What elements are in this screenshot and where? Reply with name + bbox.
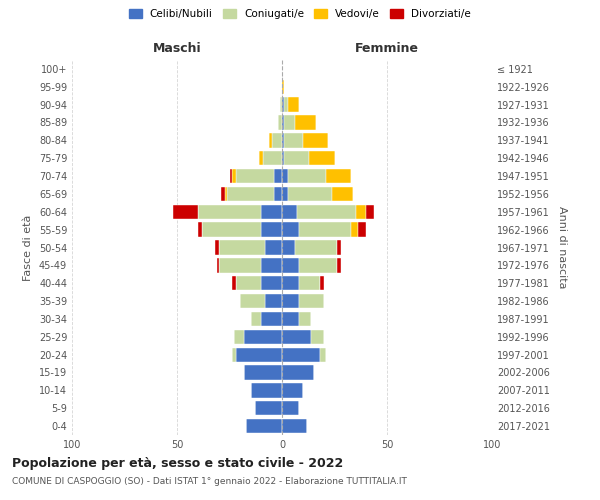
Bar (269, 133, 271, 148)
Bar (240, 294, 265, 308)
Bar (198, 222, 202, 237)
Bar (215, 240, 219, 254)
Bar (282, 204, 296, 219)
Bar (202, 222, 261, 237)
Legend: Celibi/Nubili, Coniugati/e, Vedovi/e, Divorziati/e: Celibi/Nubili, Coniugati/e, Vedovi/e, Di… (125, 5, 475, 24)
Text: Maschi: Maschi (152, 42, 202, 54)
Bar (282, 169, 289, 183)
Bar (337, 240, 341, 254)
Bar (282, 366, 314, 380)
Bar (282, 116, 284, 130)
Bar (282, 151, 284, 166)
Bar (355, 204, 366, 219)
Text: Popolazione per età, sesso e stato civile - 2022: Popolazione per età, sesso e stato civil… (12, 458, 343, 470)
Bar (299, 312, 311, 326)
Bar (244, 330, 282, 344)
Bar (234, 330, 244, 344)
Bar (232, 348, 236, 362)
Bar (227, 187, 274, 201)
Bar (295, 116, 316, 130)
Bar (320, 348, 326, 362)
Bar (217, 258, 219, 272)
Bar (244, 366, 282, 380)
Bar (311, 330, 324, 344)
Bar (289, 187, 332, 201)
Y-axis label: Anni di nascita: Anni di nascita (557, 206, 566, 289)
Bar (284, 133, 303, 148)
Bar (198, 204, 261, 219)
Bar (295, 240, 337, 254)
Bar (221, 187, 226, 201)
Bar (259, 151, 263, 166)
Bar (310, 151, 335, 166)
Bar (261, 258, 282, 272)
Bar (282, 312, 299, 326)
Bar (282, 98, 284, 112)
Bar (337, 258, 341, 272)
Bar (282, 348, 320, 362)
Bar (282, 258, 299, 272)
Bar (299, 276, 320, 290)
Bar (251, 312, 261, 326)
Bar (282, 383, 303, 398)
Bar (280, 98, 282, 112)
Bar (271, 133, 282, 148)
Bar (274, 169, 282, 183)
Text: Femmine: Femmine (355, 42, 419, 54)
Bar (236, 276, 261, 290)
Bar (299, 222, 352, 237)
Bar (282, 133, 284, 148)
Bar (303, 133, 328, 148)
Bar (299, 258, 337, 272)
Bar (284, 151, 310, 166)
Text: COMUNE DI CASPOGGIO (SO) - Dati ISTAT 1° gennaio 2022 - Elaborazione TUTTITALIA.: COMUNE DI CASPOGGIO (SO) - Dati ISTAT 1°… (12, 478, 407, 486)
Bar (219, 240, 265, 254)
Bar (265, 294, 282, 308)
Bar (261, 276, 282, 290)
Bar (261, 204, 282, 219)
Bar (219, 258, 261, 272)
Bar (296, 204, 355, 219)
Bar (236, 169, 274, 183)
Bar (226, 187, 227, 201)
Bar (282, 294, 299, 308)
Bar (282, 401, 299, 415)
Bar (282, 330, 311, 344)
Bar (236, 348, 282, 362)
Bar (274, 187, 282, 201)
Bar (282, 187, 289, 201)
Bar (358, 222, 366, 237)
Bar (284, 98, 289, 112)
Bar (351, 222, 358, 237)
Bar (173, 204, 198, 219)
Bar (232, 276, 236, 290)
Bar (232, 169, 236, 183)
Bar (282, 222, 299, 237)
Bar (284, 116, 295, 130)
Bar (289, 98, 299, 112)
Bar (299, 294, 324, 308)
Bar (254, 401, 282, 415)
Bar (366, 204, 374, 219)
Bar (282, 419, 307, 433)
Bar (247, 419, 282, 433)
Bar (263, 151, 282, 166)
Bar (332, 187, 353, 201)
Bar (282, 240, 295, 254)
Bar (261, 312, 282, 326)
Bar (278, 116, 282, 130)
Bar (289, 169, 326, 183)
Bar (251, 383, 282, 398)
Bar (282, 276, 299, 290)
Bar (265, 240, 282, 254)
Bar (326, 169, 352, 183)
Y-axis label: Fasce di età: Fasce di età (23, 214, 33, 280)
Bar (282, 80, 284, 94)
Bar (320, 276, 324, 290)
Bar (230, 169, 232, 183)
Bar (261, 222, 282, 237)
